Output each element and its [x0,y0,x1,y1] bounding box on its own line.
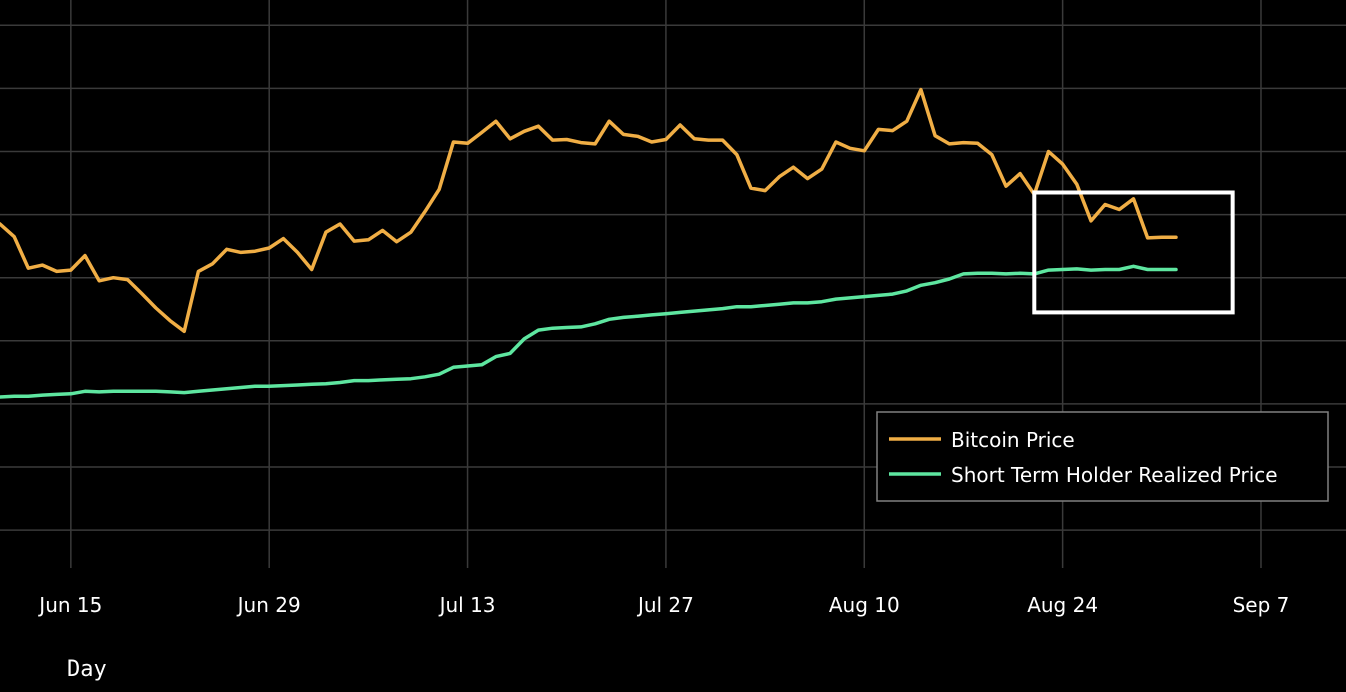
legend-label-bitcoin-price: Bitcoin Price [951,428,1075,452]
x-tick-label: Jul 13 [438,593,496,617]
grid-lines [0,0,1346,568]
x-tick-label: Jun 15 [37,593,102,617]
series-line-bitcoin-price [0,87,1178,334]
x-tick-label: Jul 27 [636,593,694,617]
x-tick-label: Aug 24 [1027,593,1098,617]
x-tick-label: Aug 10 [829,593,900,617]
x-axis-title: Day [67,657,107,682]
series-line-sth-realized-price [0,264,1178,399]
legend: Bitcoin Price Short Term Holder Realized… [876,411,1329,502]
x-axis-ticks: Jun 15 Jun 29 Jul 13 Jul 27 Aug 10 Aug 24 Sep … [37,593,1289,617]
legend-box [876,411,1329,502]
series-group [0,87,1178,399]
highlight-box [1032,190,1235,315]
legend-label-sth-realized-price: Short Term Holder Realized Price [951,463,1278,487]
x-tick-label: Sep 7 [1233,593,1290,617]
x-tick-label: Jun 29 [236,593,301,617]
